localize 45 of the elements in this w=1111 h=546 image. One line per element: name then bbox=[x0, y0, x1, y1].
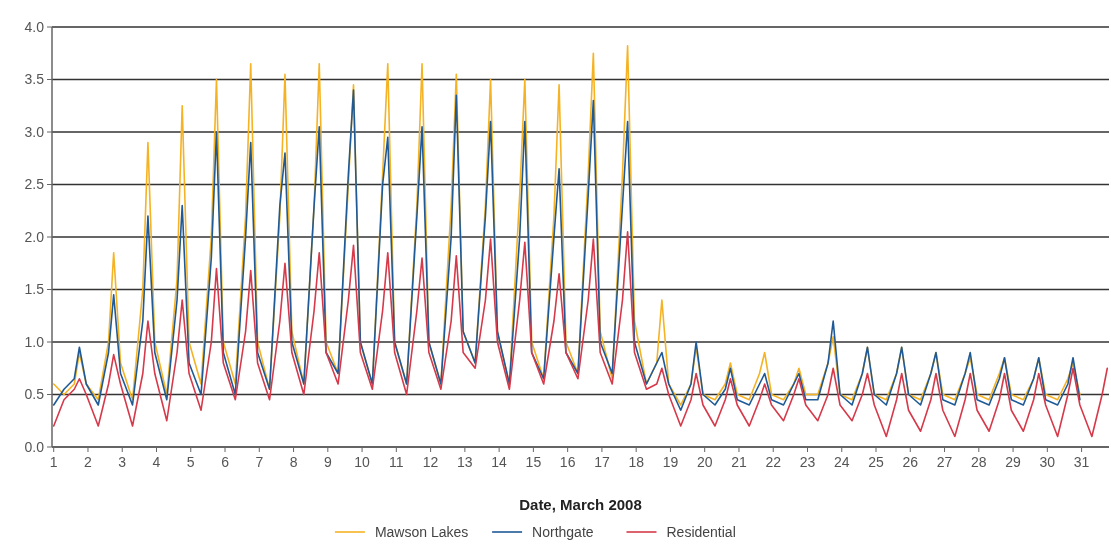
x-tick-label: 8 bbox=[289, 454, 298, 470]
x-tick-label: 30 bbox=[1039, 454, 1056, 470]
y-tick-label: 2.5 bbox=[24, 176, 45, 193]
x-axis-title: Date, March 2008 bbox=[519, 496, 642, 513]
x-tick-label: 14 bbox=[491, 454, 508, 470]
legend-label: Residential bbox=[666, 524, 736, 540]
x-tick-label: 4 bbox=[152, 454, 161, 470]
x-tick-label: 12 bbox=[422, 454, 439, 470]
x-tick-label: 11 bbox=[389, 454, 404, 470]
y-tick-label: 0.0 bbox=[24, 438, 45, 455]
y-tick-label: 3.5 bbox=[24, 71, 45, 88]
x-tick-label: 27 bbox=[936, 454, 953, 470]
x-tick-label: 16 bbox=[559, 454, 576, 470]
x-tick-label: 15 bbox=[525, 454, 542, 470]
y-tick-label: 1.0 bbox=[24, 333, 45, 350]
x-tick-label: 29 bbox=[1005, 454, 1022, 470]
y-tick-label: 1.5 bbox=[24, 281, 45, 298]
y-tick-label: 2.0 bbox=[24, 228, 45, 245]
x-tick-label: 22 bbox=[765, 454, 782, 470]
x-tick-label: 28 bbox=[971, 454, 987, 470]
x-tick-label: 10 bbox=[354, 454, 371, 470]
x-tick-label: 9 bbox=[323, 454, 332, 470]
x-tick-label: 20 bbox=[696, 454, 713, 470]
y-tick-label: 3.0 bbox=[24, 123, 45, 140]
x-tick-label: 3 bbox=[118, 454, 127, 470]
x-tick-label: 1 bbox=[49, 454, 58, 470]
x-tick-label: 21 bbox=[731, 454, 747, 470]
x-tick-label: 2 bbox=[84, 454, 93, 470]
x-tick-label: 26 bbox=[902, 454, 919, 470]
x-tick-label: 13 bbox=[457, 454, 473, 470]
x-tick-label: 24 bbox=[833, 454, 850, 470]
x-tick-label: 23 bbox=[799, 454, 816, 470]
x-tick-label: 7 bbox=[255, 454, 264, 470]
x-tick-label: 6 bbox=[221, 454, 230, 470]
x-tick-label: 19 bbox=[662, 454, 679, 470]
line-series bbox=[52, 230, 1109, 438]
x-tick-label: 5 bbox=[186, 454, 195, 470]
legend-label: Northgate bbox=[532, 524, 594, 540]
y-tick-label: 4.0 bbox=[24, 18, 45, 35]
x-tick-label: 25 bbox=[868, 454, 885, 470]
x-tick-label: 17 bbox=[594, 454, 610, 470]
x-tick-label: 18 bbox=[628, 454, 645, 470]
legend-label: Mawson Lakes bbox=[374, 524, 469, 540]
x-tick-label: 31 bbox=[1073, 454, 1090, 470]
y-tick-label: 0.5 bbox=[24, 386, 45, 403]
